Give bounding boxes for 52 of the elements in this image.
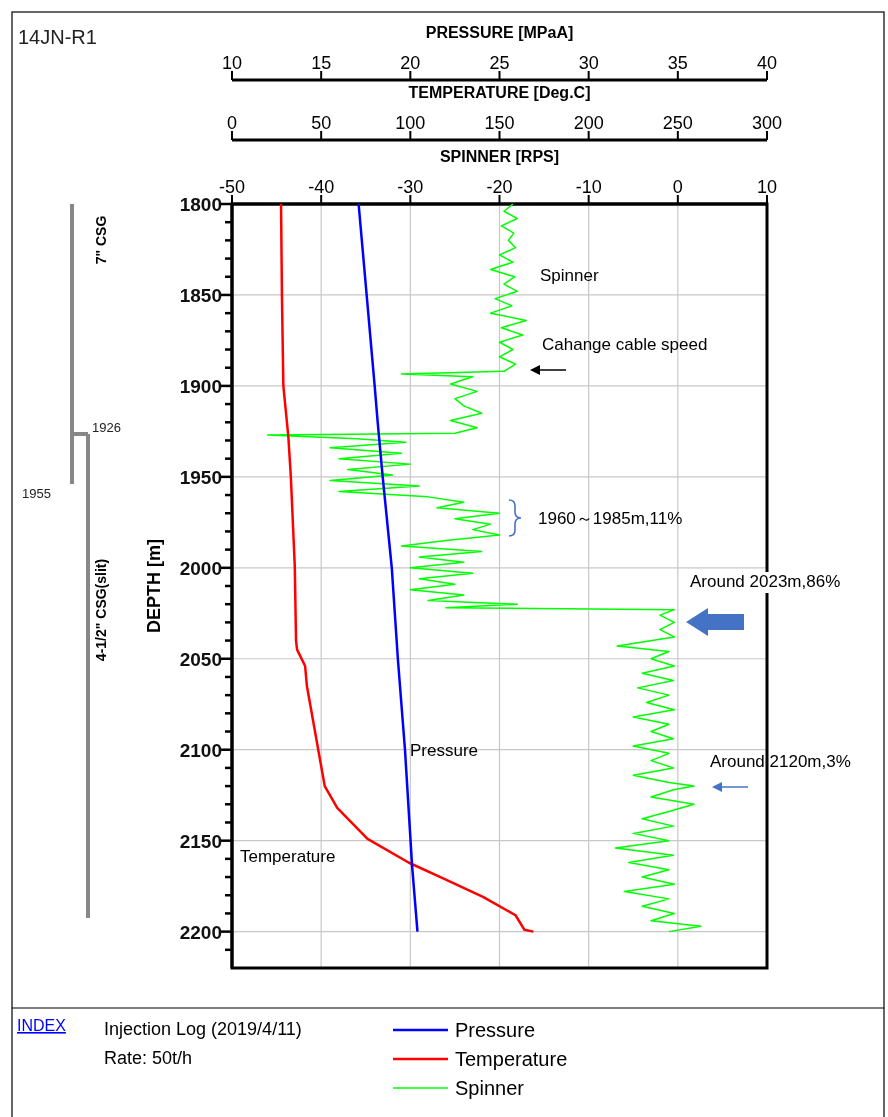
- text: INDEX: [17, 1017, 67, 1034]
- y-tick-label: 2000: [179, 557, 222, 579]
- x-tick-label: -10: [575, 177, 602, 197]
- y-tick-label: 1850: [179, 284, 222, 306]
- y-tick-label: 2200: [179, 921, 222, 943]
- y-axis-title: DEPTH [m]: [144, 539, 164, 633]
- legend-label: Pressure: [455, 1019, 536, 1041]
- x-axis-title: SPINNER [RPS]: [439, 148, 560, 165]
- x-tick-label: 30: [578, 53, 599, 73]
- text: 1926: [92, 420, 121, 435]
- x-tick-label: 35: [667, 53, 688, 73]
- annotation: 1960～1985m,11%: [538, 509, 683, 528]
- x-tick-label: -20: [486, 177, 513, 197]
- y-tick-label: 1950: [179, 466, 222, 488]
- x-axis-title: TEMPERATURE [Deg.C]: [408, 84, 591, 101]
- x-tick-label: -50: [218, 177, 246, 197]
- text: 1955: [22, 486, 51, 501]
- x-tick-label: -30: [397, 177, 424, 197]
- annotation: Spinner: [540, 266, 599, 285]
- x-tick-label: 200: [573, 113, 604, 133]
- annotation: Around 2120m,3%: [710, 752, 851, 771]
- text: 14JN-R1: [18, 26, 97, 48]
- y-tick-label: 2050: [179, 648, 222, 670]
- x-tick-label: 10: [221, 53, 243, 73]
- x-tick-label: 25: [489, 53, 510, 73]
- annotation: Around 2023m,86%: [690, 572, 841, 591]
- y-tick-label: 2150: [179, 830, 222, 852]
- x-tick-label: 150: [484, 113, 515, 133]
- y-tick-label: 1900: [179, 375, 222, 397]
- x-tick-label: 100: [395, 113, 426, 133]
- x-tick-label: 50: [311, 113, 332, 133]
- x-tick-label: 10: [756, 177, 778, 197]
- text: 7" CSG: [93, 215, 109, 265]
- x-tick-label: 0: [226, 113, 238, 133]
- annotation: Temperature: [240, 847, 336, 866]
- text: Rate: 50t/h: [104, 1048, 193, 1068]
- x-tick-label: 40: [756, 53, 778, 73]
- annotation: Pressure: [410, 741, 479, 760]
- x-tick-label: 300: [751, 113, 783, 133]
- x-tick-label: 0: [672, 177, 683, 197]
- legend-label: Temperature: [455, 1048, 568, 1070]
- legend-label: Spinner: [455, 1077, 525, 1099]
- text: 4-1/2" CSG(slit): [93, 558, 109, 662]
- text: Injection Log (2019/4/11): [104, 1019, 302, 1039]
- x-tick-label: 20: [400, 53, 421, 73]
- x-tick-label: -40: [308, 177, 335, 197]
- x-tick-label: 15: [311, 53, 332, 73]
- x-tick-label: 250: [662, 113, 693, 133]
- annotation: Cahange cable speed: [542, 335, 708, 354]
- y-tick-label: 1800: [179, 194, 222, 215]
- x-axis-title: PRESSURE [MPaA]: [425, 24, 574, 41]
- y-tick-label: 2100: [179, 739, 222, 761]
